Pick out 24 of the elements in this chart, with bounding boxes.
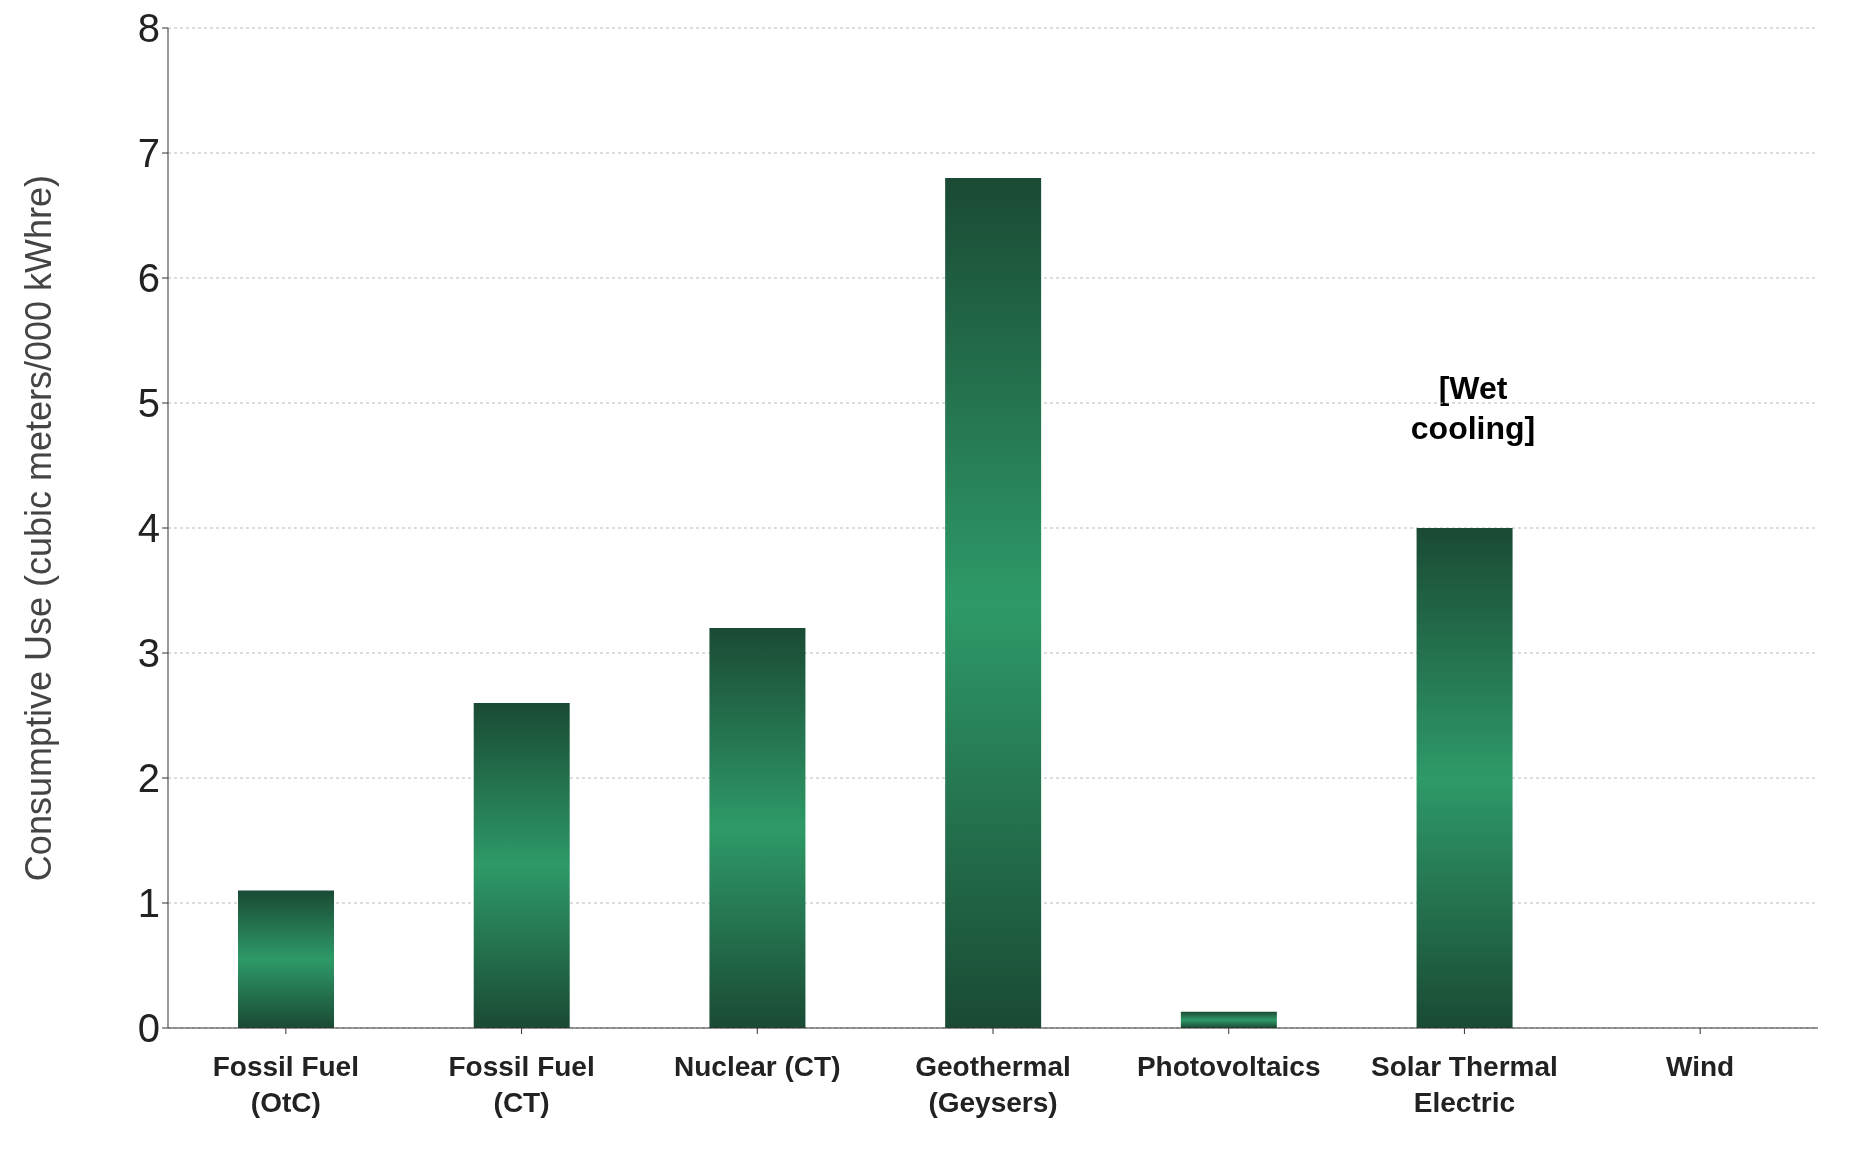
x-tick-label: Solar Thermal Electric <box>1371 1051 1558 1118</box>
y-tick-label: 0 <box>137 1006 160 1051</box>
x-tick-label: Nuclear (CT) <box>674 1051 841 1082</box>
y-tick-label: 1 <box>137 881 160 926</box>
x-tick-label: Geothermal (Geysers) <box>915 1051 1071 1118</box>
y-tick-label: 4 <box>137 506 160 551</box>
x-tick-label: Photovoltaics <box>1136 1051 1321 1082</box>
x-tick-label: Fossil Fuel (OtC) <box>212 1051 359 1118</box>
x-tick-label: Wind <box>1666 1051 1735 1082</box>
bar <box>473 703 570 1028</box>
bar <box>238 890 334 1028</box>
annotation: [Wet cooling] <box>1409 369 1537 448</box>
y-tick-label: 8 <box>137 6 160 51</box>
y-axis-title: Consumptive Use (cubic meters/000 kWhre) <box>17 174 59 882</box>
bar <box>1416 528 1513 1028</box>
y-tick-label: 5 <box>137 381 160 426</box>
bar <box>709 628 806 1028</box>
y-tick-label: 3 <box>137 631 160 676</box>
x-tick-label: Fossil Fuel (CT) <box>448 1051 595 1118</box>
bar <box>1180 1011 1277 1028</box>
y-tick-label: 7 <box>137 131 160 176</box>
y-tick-label: 2 <box>137 756 160 801</box>
y-tick-label: 6 <box>137 256 160 301</box>
bar <box>945 178 1042 1028</box>
